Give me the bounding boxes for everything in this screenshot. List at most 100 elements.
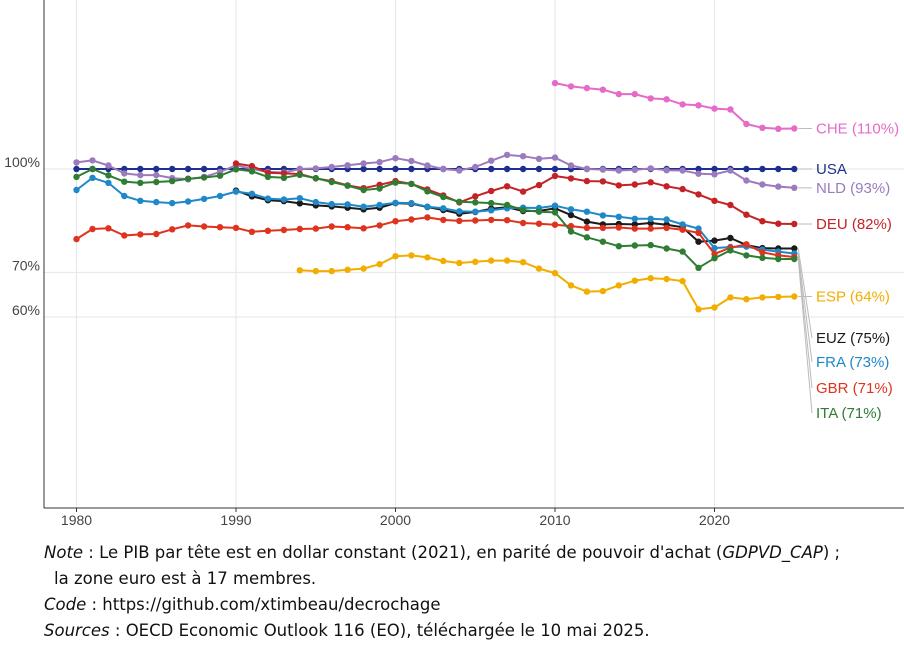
data-point — [775, 183, 782, 190]
data-point — [695, 264, 702, 271]
data-point — [408, 252, 415, 259]
data-point — [791, 220, 798, 228]
data-point — [73, 173, 80, 181]
chart-notes: Note : Le PIB par tête est en dollar con… — [44, 540, 894, 644]
code-text: : https://github.com/xtimbeau/decrochage — [86, 595, 441, 614]
data-point — [711, 171, 718, 178]
data-point — [647, 179, 654, 186]
data-point — [344, 182, 351, 189]
data-point — [73, 186, 80, 194]
data-point — [743, 177, 750, 184]
data-point — [344, 266, 351, 273]
data-point — [121, 165, 128, 173]
data-point — [583, 218, 591, 225]
data-point — [679, 277, 686, 285]
data-point — [472, 217, 479, 224]
data-point — [216, 224, 224, 231]
data-point — [631, 215, 638, 222]
y-tick-label: 60% — [12, 302, 40, 318]
data-point — [360, 186, 367, 194]
data-point — [216, 192, 224, 200]
data-point — [663, 96, 670, 103]
data-point — [424, 214, 431, 221]
data-point — [695, 191, 702, 198]
data-point — [647, 165, 654, 172]
data-point — [759, 294, 766, 301]
data-point — [153, 165, 160, 173]
data-point — [631, 90, 638, 98]
data-point — [535, 155, 543, 162]
data-point — [200, 223, 208, 230]
data-point — [488, 216, 495, 224]
data-point — [695, 306, 702, 313]
data-point — [488, 257, 495, 264]
data-point — [679, 248, 686, 255]
data-point — [791, 245, 798, 252]
data-point — [153, 171, 160, 179]
data-point — [631, 181, 638, 188]
series-label: ESP (64%) — [816, 288, 890, 305]
data-point — [791, 165, 798, 173]
data-point — [121, 170, 128, 177]
data-point — [232, 160, 240, 167]
series-line — [554, 82, 795, 130]
data-point — [137, 197, 144, 204]
series-esp — [296, 252, 798, 313]
data-point — [169, 226, 176, 233]
data-point — [360, 165, 367, 173]
data-point — [615, 90, 622, 98]
data-point — [424, 188, 431, 195]
data-point — [472, 258, 479, 265]
data-point — [615, 213, 622, 220]
data-point — [392, 253, 399, 260]
data-point — [392, 155, 399, 162]
data-point — [567, 222, 575, 230]
data-point — [248, 190, 256, 197]
data-point — [695, 170, 702, 177]
data-point — [392, 179, 399, 186]
data-point — [759, 254, 766, 261]
label-leader — [797, 258, 813, 414]
data-point — [775, 293, 782, 301]
data-point — [89, 225, 96, 233]
data-point — [551, 165, 559, 173]
data-point — [631, 225, 638, 232]
data-point — [328, 267, 335, 275]
x-tick-label: 1990 — [220, 512, 251, 528]
series-line — [299, 254, 795, 311]
data-point — [727, 234, 734, 242]
data-point — [775, 255, 782, 263]
data-point — [344, 224, 351, 231]
data-point — [519, 188, 527, 195]
data-point — [631, 242, 638, 249]
data-point — [89, 157, 96, 164]
data-point — [456, 259, 463, 267]
data-point — [599, 287, 607, 295]
data-point — [488, 165, 495, 173]
x-tick-label: 2020 — [699, 512, 730, 528]
data-point — [488, 207, 495, 214]
data-point — [89, 165, 96, 173]
data-point — [424, 162, 431, 169]
data-point — [567, 206, 575, 213]
data-point — [312, 165, 319, 172]
data-point — [232, 166, 240, 173]
data-point — [599, 166, 607, 173]
data-point — [488, 199, 495, 207]
data-point — [759, 165, 766, 173]
data-point — [105, 172, 112, 179]
data-point — [695, 102, 702, 109]
series-label: NLD (93%) — [816, 180, 890, 197]
data-point — [392, 218, 399, 225]
series-label: USA — [816, 161, 847, 178]
data-point — [408, 216, 415, 223]
data-point — [312, 174, 319, 182]
data-point — [567, 282, 575, 289]
data-point — [519, 206, 527, 214]
data-point — [73, 159, 80, 166]
data-point — [711, 244, 718, 252]
data-point — [503, 257, 511, 264]
data-point — [312, 225, 319, 232]
data-point — [535, 265, 543, 272]
label-leader — [797, 248, 813, 339]
